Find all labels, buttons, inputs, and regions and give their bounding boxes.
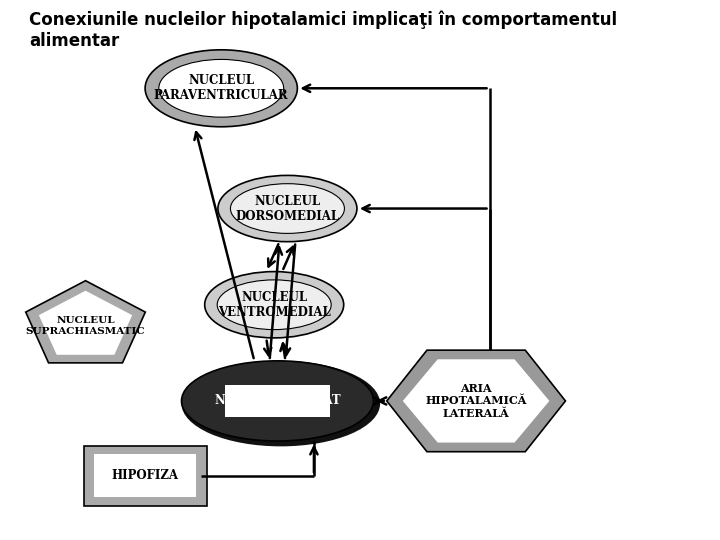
Ellipse shape <box>159 59 284 117</box>
Polygon shape <box>402 359 549 443</box>
FancyBboxPatch shape <box>225 385 330 417</box>
Text: HIPOFIZA: HIPOFIZA <box>112 469 179 482</box>
Polygon shape <box>26 281 145 363</box>
Text: NUCLEUL
PARAVENTRICULAR: NUCLEUL PARAVENTRICULAR <box>154 75 289 102</box>
Polygon shape <box>39 291 132 355</box>
Text: NUCLEUL
SUPRACHIASMATIC: NUCLEUL SUPRACHIASMATIC <box>26 316 145 336</box>
Text: Conexiunile nucleilor hipotalamici implicaţi în comportamentul
alimentar: Conexiunile nucleilor hipotalamici impli… <box>30 11 617 50</box>
Ellipse shape <box>181 361 380 447</box>
FancyBboxPatch shape <box>94 454 196 497</box>
Ellipse shape <box>204 272 343 338</box>
Text: NUCLEUL
VENTROMEDIAL: NUCLEUL VENTROMEDIAL <box>218 291 330 319</box>
Text: NUCLEUL
DORSOMEDIAL: NUCLEUL DORSOMEDIAL <box>235 194 340 222</box>
FancyBboxPatch shape <box>84 446 207 505</box>
Ellipse shape <box>230 184 344 233</box>
Ellipse shape <box>181 361 374 441</box>
Polygon shape <box>387 350 565 452</box>
Ellipse shape <box>217 280 331 329</box>
Ellipse shape <box>218 176 357 242</box>
Ellipse shape <box>145 50 297 127</box>
Text: NUCLEUL ARCUAT: NUCLEUL ARCUAT <box>215 394 341 408</box>
Text: ARIA
HIPOTALAMICĂ
LATERALĂ: ARIA HIPOTALAMICĂ LATERALĂ <box>426 383 527 419</box>
